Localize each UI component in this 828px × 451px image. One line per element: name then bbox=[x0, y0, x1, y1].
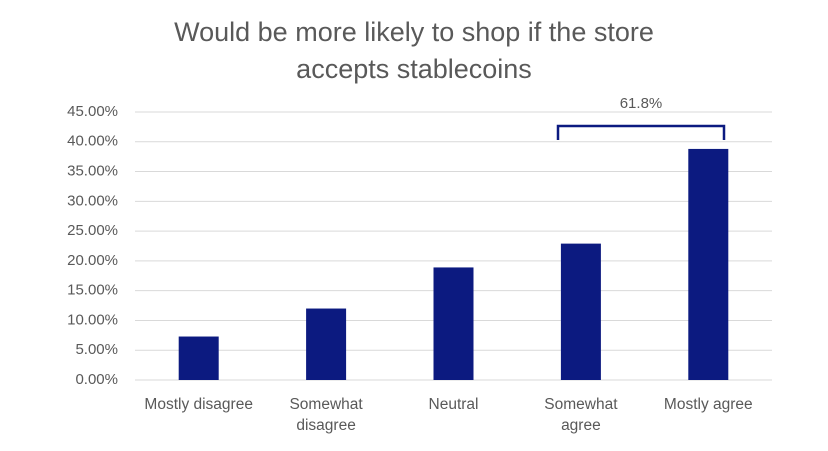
y-tick-label: 25.00% bbox=[67, 222, 118, 239]
chart-title: Would be more likely to shop if the stor… bbox=[174, 17, 654, 84]
y-tick-label: 40.00% bbox=[67, 133, 118, 150]
y-tick-label: 15.00% bbox=[67, 282, 118, 299]
x-tick-label: Neutral bbox=[428, 396, 479, 413]
bar bbox=[433, 267, 474, 380]
bar bbox=[178, 336, 219, 380]
bar bbox=[560, 243, 601, 380]
x-tick-label: Somewhat disagree bbox=[289, 396, 363, 434]
bar bbox=[688, 148, 729, 380]
y-tick-label: 45.00% bbox=[67, 103, 118, 120]
y-tick-label: 5.00% bbox=[75, 341, 118, 358]
y-tick-label: 0.00% bbox=[75, 371, 118, 388]
x-tick-label: Mostly disagree bbox=[144, 396, 253, 413]
x-tick-label: Somewhat agree bbox=[544, 396, 618, 434]
bracket bbox=[556, 124, 726, 140]
y-tick-label: 35.00% bbox=[67, 163, 118, 180]
bar bbox=[306, 308, 347, 380]
annotation: 61.8% bbox=[620, 95, 663, 112]
x-tick-label: Mostly agree bbox=[663, 396, 753, 413]
y-tick-label: 30.00% bbox=[67, 192, 118, 209]
y-tick-label: 20.00% bbox=[67, 252, 118, 269]
y-tick-label: 10.00% bbox=[67, 311, 118, 328]
